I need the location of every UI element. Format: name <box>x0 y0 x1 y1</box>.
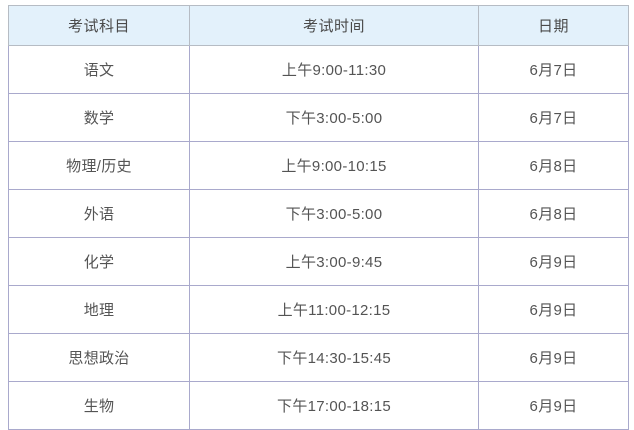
cell-date: 6月9日 <box>478 285 629 334</box>
cell-time: 上午3:00-9:45 <box>189 237 479 286</box>
cell-time: 下午17:00-18:15 <box>189 381 479 430</box>
table-row: 生物 下午17:00-18:15 6月9日 <box>8 381 629 430</box>
cell-subject: 思想政治 <box>8 333 190 382</box>
cell-date: 6月7日 <box>478 45 629 94</box>
table-row: 地理 上午11:00-12:15 6月9日 <box>8 285 629 334</box>
table-row: 化学 上午3:00-9:45 6月9日 <box>8 237 629 286</box>
cell-subject: 数学 <box>8 93 190 142</box>
column-header-date: 日期 <box>478 5 629 46</box>
cell-time: 下午14:30-15:45 <box>189 333 479 382</box>
cell-subject: 外语 <box>8 189 190 238</box>
header-row: 考试科目 考试时间 日期 <box>8 5 629 46</box>
cell-subject: 物理/历史 <box>8 141 190 190</box>
cell-time: 上午9:00-11:30 <box>189 45 479 94</box>
cell-date: 6月8日 <box>478 189 629 238</box>
cell-subject: 生物 <box>8 381 190 430</box>
cell-time: 下午3:00-5:00 <box>189 189 479 238</box>
cell-date: 6月9日 <box>478 381 629 430</box>
cell-subject: 语文 <box>8 45 190 94</box>
cell-subject: 化学 <box>8 237 190 286</box>
exam-schedule-table: 考试科目 考试时间 日期 语文 上午9:00-11:30 6月7日 数学 下午3… <box>8 5 629 430</box>
cell-subject: 地理 <box>8 285 190 334</box>
cell-date: 6月7日 <box>478 93 629 142</box>
column-header-time: 考试时间 <box>189 5 479 46</box>
column-header-subject: 考试科目 <box>8 5 190 46</box>
cell-time: 下午3:00-5:00 <box>189 93 479 142</box>
table-row: 思想政治 下午14:30-15:45 6月9日 <box>8 333 629 382</box>
cell-date: 6月8日 <box>478 141 629 190</box>
page: 考试科目 考试时间 日期 语文 上午9:00-11:30 6月7日 数学 下午3… <box>8 5 629 430</box>
table-row: 语文 上午9:00-11:30 6月7日 <box>8 45 629 94</box>
cell-date: 6月9日 <box>478 237 629 286</box>
table-row: 物理/历史 上午9:00-10:15 6月8日 <box>8 141 629 190</box>
table-row: 外语 下午3:00-5:00 6月8日 <box>8 189 629 238</box>
cell-date: 6月9日 <box>478 333 629 382</box>
table-row: 数学 下午3:00-5:00 6月7日 <box>8 93 629 142</box>
cell-time: 上午9:00-10:15 <box>189 141 479 190</box>
cell-time: 上午11:00-12:15 <box>189 285 479 334</box>
